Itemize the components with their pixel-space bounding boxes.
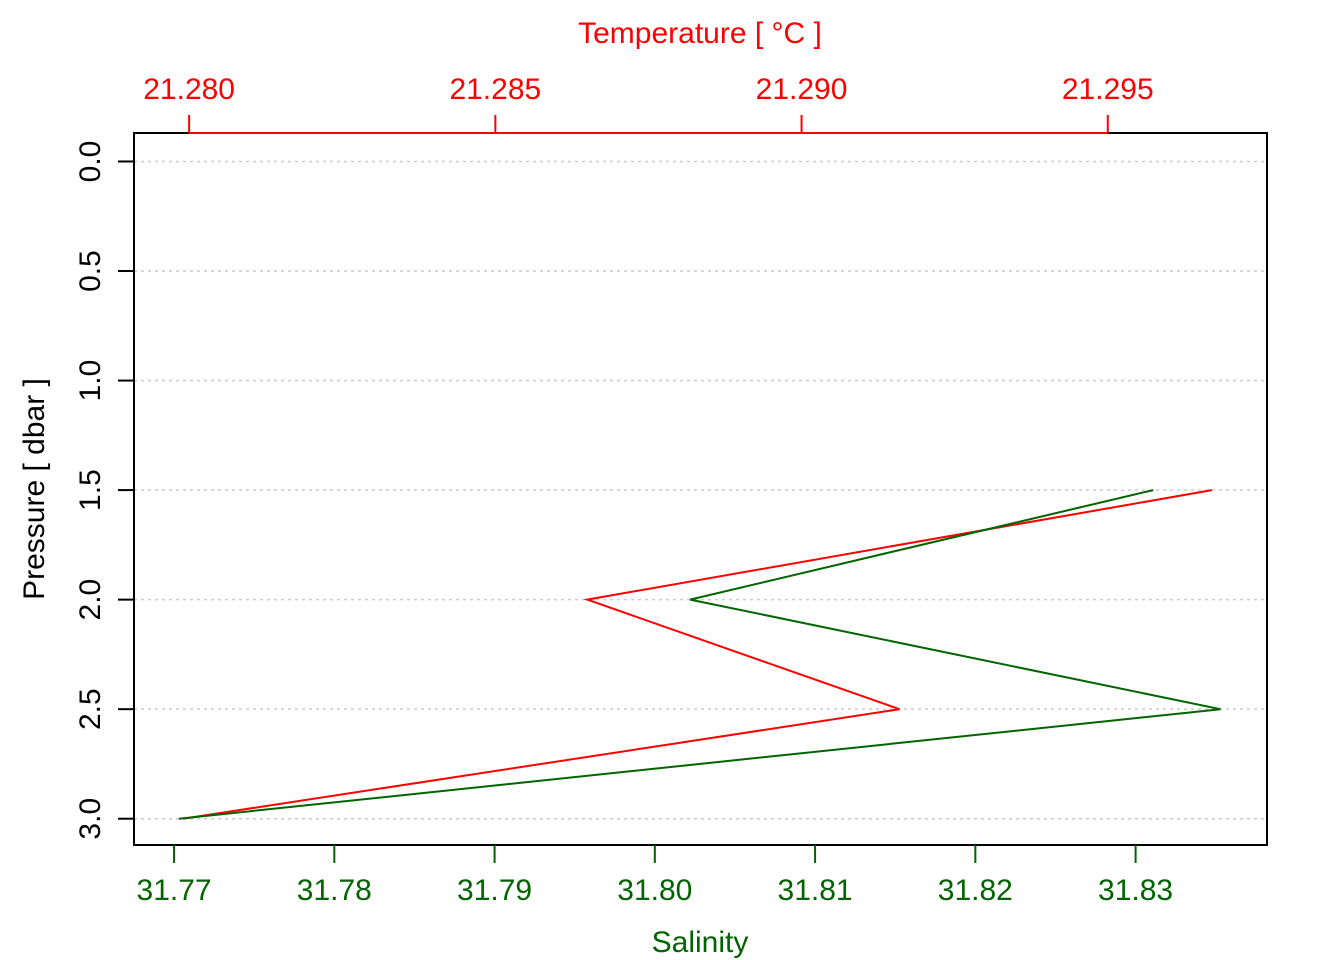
salinity-tick-label: 31.81 (778, 874, 853, 907)
temperature-tick-label: 21.285 (449, 73, 541, 106)
salinity-tick-label: 31.79 (457, 874, 532, 907)
temperature-axis-title: Temperature [ °C ] (578, 17, 822, 50)
pressure-tick-label: 3.0 (74, 798, 107, 840)
salinity-axis: 31.77 31.78 31.79 31.80 31.81 31.82 31.83 (137, 845, 1173, 907)
salinity-tick-label: 31.77 (137, 874, 212, 907)
pressure-tick-label: 0.5 (74, 250, 107, 292)
salinity-tick-label: 31.83 (1098, 874, 1173, 907)
pressure-axis-title: Pressure [ dbar ] (18, 378, 51, 600)
plot-frame (133, 132, 1268, 846)
grid-lines (134, 160, 1267, 820)
pressure-tick-label: 0.0 (74, 141, 107, 183)
pressure-axis: 0.0 0.5 1.0 1.5 2.0 2.5 3.0 (74, 141, 134, 840)
salinity-tick-label: 31.80 (617, 874, 692, 907)
salinity-tick-label: 31.82 (938, 874, 1013, 907)
temperature-tick-label: 21.295 (1062, 73, 1154, 106)
pressure-tick-label: 2.5 (74, 688, 107, 730)
salinity-tick-label: 31.78 (297, 874, 372, 907)
pressure-tick-label: 1.0 (74, 360, 107, 402)
data-lines (178, 489, 1221, 820)
salinity-profile-line (178, 489, 1221, 820)
temperature-axis: 21.280 21.285 21.290 21.295 (143, 73, 1154, 134)
temperature-tick-label: 21.290 (756, 73, 848, 106)
temperature-profile-line (182, 489, 1213, 820)
pressure-tick-label: 1.5 (74, 469, 107, 511)
pressure-tick-label: 2.0 (74, 579, 107, 621)
temperature-tick-label: 21.280 (143, 73, 235, 106)
salinity-axis-title: Salinity (652, 926, 749, 959)
